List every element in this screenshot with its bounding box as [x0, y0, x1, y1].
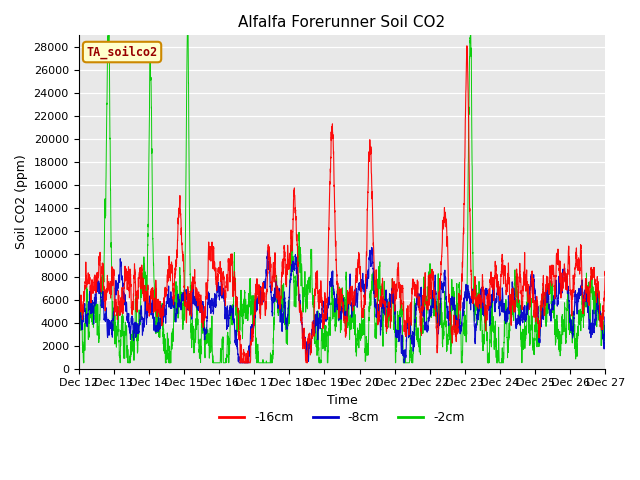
Title: Alfalfa Forerunner Soil CO2: Alfalfa Forerunner Soil CO2	[238, 15, 445, 30]
X-axis label: Time: Time	[326, 394, 357, 407]
Y-axis label: Soil CO2 (ppm): Soil CO2 (ppm)	[15, 155, 28, 249]
Legend: -16cm, -8cm, -2cm: -16cm, -8cm, -2cm	[214, 406, 470, 429]
Text: TA_soilco2: TA_soilco2	[86, 45, 157, 59]
